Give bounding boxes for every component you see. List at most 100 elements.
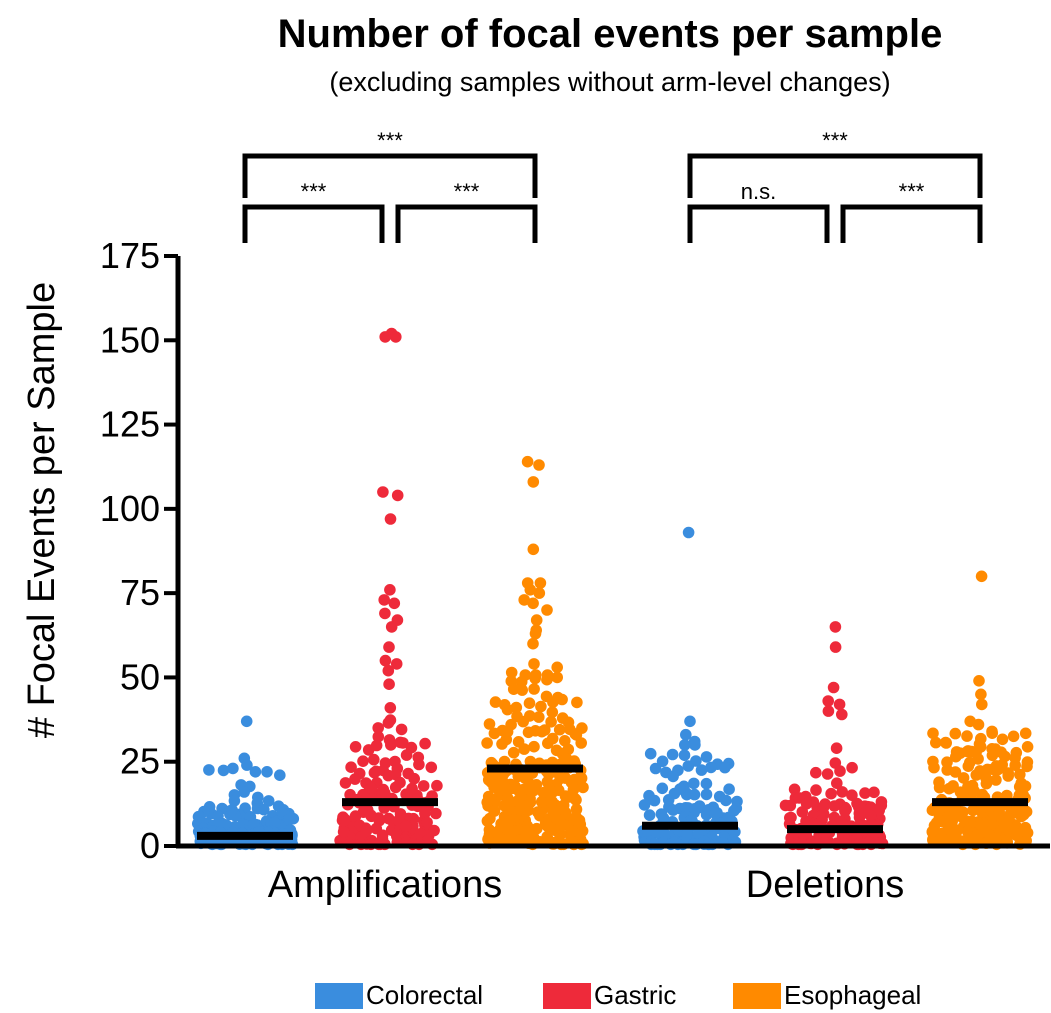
data-point-gastric <box>825 787 837 800</box>
data-point-colorectal <box>261 766 273 778</box>
data-point-esophageal <box>541 673 553 686</box>
data-point-esophageal <box>946 781 958 793</box>
data-point-gastric <box>788 783 801 796</box>
data-point-colorectal <box>684 715 696 728</box>
plot-area: 0 25 50 75 100 125 150 175 Amplifications Deletio… <box>100 128 1050 906</box>
data-point-esophageal <box>986 749 999 762</box>
data-point-colorectal <box>705 761 717 774</box>
data-point-esophageal <box>488 805 501 817</box>
data-point-colorectal <box>674 783 686 795</box>
data-point-gastric <box>382 717 395 729</box>
legend-swatch-esophageal <box>733 983 781 1009</box>
data-point-esophageal <box>481 815 494 827</box>
data-point-gastric <box>385 621 398 633</box>
data-point-esophageal <box>971 829 983 842</box>
data-point-colorectal <box>667 804 679 816</box>
data-point-esophageal <box>556 693 568 706</box>
data-point-gastric <box>379 607 391 620</box>
data-point-gastric <box>395 723 408 736</box>
data-point-colorectal <box>658 827 671 840</box>
data-point-esophageal <box>547 696 559 708</box>
data-point-colorectal <box>226 804 238 816</box>
data-point-colorectal <box>638 799 651 811</box>
data-point-gastric <box>397 737 409 749</box>
data-point-esophageal <box>551 671 563 684</box>
data-point-gastric <box>337 826 350 838</box>
x-group-label: Amplifications <box>268 864 502 906</box>
y-tick-label: 150 <box>100 319 160 360</box>
data-point-esophageal <box>569 793 581 805</box>
data-point-esophageal <box>516 684 528 696</box>
data-point-esophageal <box>1021 827 1034 839</box>
data-point-esophageal <box>972 753 984 765</box>
y-tick-label: 0 <box>140 825 160 866</box>
data-point-esophageal <box>518 594 530 606</box>
data-point-esophageal <box>972 718 985 731</box>
data-point-colorectal <box>720 794 732 807</box>
data-point-esophageal <box>515 676 528 688</box>
data-point-gastric <box>827 681 840 694</box>
data-point-esophageal <box>1020 805 1033 818</box>
legend-label-gastric: Gastric <box>594 980 676 1010</box>
data-point-esophageal <box>973 675 985 687</box>
data-point-esophageal <box>527 476 540 488</box>
data-point-colorectal <box>217 764 230 777</box>
significance-label: *** <box>454 179 480 204</box>
y-tick-label: 175 <box>100 235 160 276</box>
data-point-gastric <box>383 641 395 653</box>
significance-bracket <box>242 204 385 243</box>
y-tick-label: 50 <box>120 656 160 697</box>
data-point-gastric <box>400 820 412 832</box>
data-point-gastric <box>868 786 880 799</box>
data-point-colorectal <box>238 786 250 798</box>
data-point-esophageal <box>986 727 998 739</box>
data-point-esophageal <box>1021 760 1033 773</box>
data-point-esophageal <box>575 772 588 784</box>
data-point-gastric <box>391 489 404 502</box>
y-axis-label: # Focal Events per Sample <box>21 282 63 738</box>
significance-bracket <box>840 204 983 243</box>
data-point-esophageal <box>949 727 962 740</box>
data-point-gastric <box>390 331 402 343</box>
data-point-esophageal <box>1010 807 1022 819</box>
significance-label: *** <box>301 179 327 204</box>
data-point-gastric <box>370 739 383 752</box>
data-point-esophageal <box>933 781 946 794</box>
data-point-colorectal <box>240 715 253 728</box>
y-tick-label: 25 <box>120 741 160 782</box>
data-point-esophageal <box>495 818 507 830</box>
data-point-colorectal <box>680 728 692 741</box>
data-point-gastric <box>417 780 430 792</box>
data-point-esophageal <box>569 728 581 740</box>
data-point-gastric <box>830 742 843 754</box>
data-point-esophageal <box>488 727 501 740</box>
data-point-esophageal <box>1007 730 1020 743</box>
data-point-esophageal <box>572 813 584 826</box>
data-point-gastric <box>368 753 380 766</box>
data-point-esophageal <box>505 666 518 679</box>
data-point-esophageal <box>512 770 525 783</box>
significance-label: *** <box>822 128 848 153</box>
data-point-gastric <box>372 730 385 743</box>
data-point-gastric <box>382 769 395 782</box>
data-point-esophageal <box>546 706 559 718</box>
data-point-colorectal <box>679 802 692 814</box>
data-point-esophageal <box>571 696 583 709</box>
data-point-gastric <box>833 698 846 711</box>
data-point-gastric <box>384 584 396 596</box>
data-point-gastric <box>859 807 872 819</box>
data-point-colorectal <box>262 795 275 807</box>
data-point-esophageal <box>976 788 989 801</box>
data-point-esophageal <box>507 746 520 759</box>
data-point-esophageal <box>1014 768 1026 781</box>
data-point-esophageal <box>553 723 566 736</box>
data-point-esophageal <box>481 796 494 809</box>
data-point-gastric <box>379 331 392 343</box>
data-point-gastric <box>400 749 413 761</box>
data-point-colorectal <box>666 748 679 761</box>
data-point-gastric <box>846 789 858 801</box>
data-point-gastric <box>389 781 402 794</box>
legend-swatch-colorectal <box>315 983 363 1009</box>
data-point-colorectal <box>719 761 731 774</box>
data-point-esophageal <box>529 672 541 685</box>
